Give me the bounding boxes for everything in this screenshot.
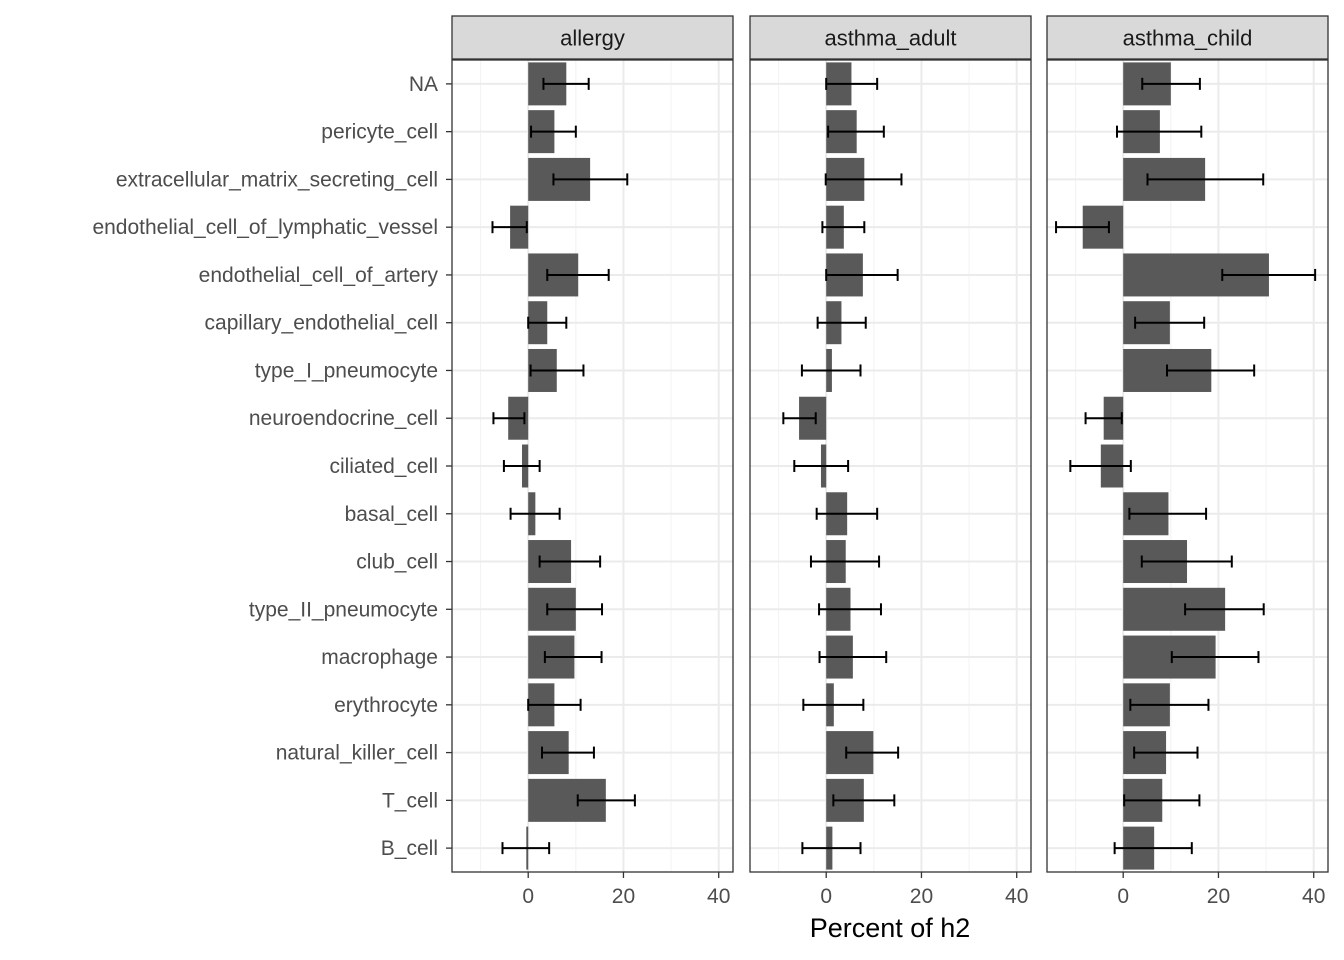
category-label-natural_killer_cell: natural_killer_cell xyxy=(276,742,438,765)
x-tick-label: 40 xyxy=(707,885,730,908)
category-label-ciliated_cell: ciliated_cell xyxy=(329,455,438,478)
x-tick-label: 20 xyxy=(910,885,933,908)
category-label-pericyte_cell: pericyte_cell xyxy=(321,121,438,144)
x-tick-label: 20 xyxy=(612,885,635,908)
category-label-macrophage: macrophage xyxy=(321,646,438,669)
category-label-club_cell: club_cell xyxy=(356,551,438,574)
facet-strip xyxy=(749,15,1032,60)
category-label-NA: NA xyxy=(409,73,438,96)
category-label-type_I_pneumocyte: type_I_pneumocyte xyxy=(255,359,438,382)
category-label-capillary_endothelial_cell: capillary_endothelial_cell xyxy=(205,312,438,335)
category-label-T_cell: T_cell xyxy=(382,789,438,812)
category-label-neuroendocrine_cell: neuroendocrine_cell xyxy=(249,407,438,430)
x-tick-label: 20 xyxy=(1207,885,1230,908)
facet-strip-label: asthma_child xyxy=(1123,26,1253,51)
facet-strip xyxy=(451,15,734,60)
category-label-endothelial_cell_of_artery: endothelial_cell_of_artery xyxy=(199,264,439,287)
category-label-erythrocyte: erythrocyte xyxy=(334,694,438,717)
category-axis-labels: NA pericyte_cell extracellular_matrix_secr… xyxy=(92,73,452,860)
x-tick-label: 40 xyxy=(1005,885,1028,908)
x-tick-label: 0 xyxy=(522,885,534,908)
x-tick-label: 0 xyxy=(820,885,832,908)
category-label-type_II_pneumocyte: type_II_pneumocyte xyxy=(249,598,438,621)
category-label-B_cell: B_cell xyxy=(381,837,438,860)
category-label-endothelial_cell_of_lymphatic_vessel: endothelial_cell_of_lymphatic_vessel xyxy=(92,216,438,239)
panel-border xyxy=(749,59,1032,873)
panel-border xyxy=(1046,59,1329,873)
x-tick-label: 0 xyxy=(1117,885,1129,908)
x-tick-label: 40 xyxy=(1302,885,1325,908)
facet-strip-label: asthma_adult xyxy=(824,26,956,51)
category-label-basal_cell: basal_cell xyxy=(345,503,438,526)
x-axis-title: Percent of h2 xyxy=(810,913,971,943)
facet-panel-asthma_child: asthma_child 0 20 40 xyxy=(1046,15,1329,908)
facet-panel-asthma_adult: asthma_adult 0 20 40 xyxy=(749,15,1032,908)
facet-panel-allergy: allergy 0 20 40 xyxy=(451,15,734,908)
category-label-extracellular_matrix_secreting_cell: extracellular_matrix_secreting_cell xyxy=(116,168,438,191)
facet-strip-label: allergy xyxy=(560,26,625,51)
facet-strip xyxy=(1046,15,1329,60)
